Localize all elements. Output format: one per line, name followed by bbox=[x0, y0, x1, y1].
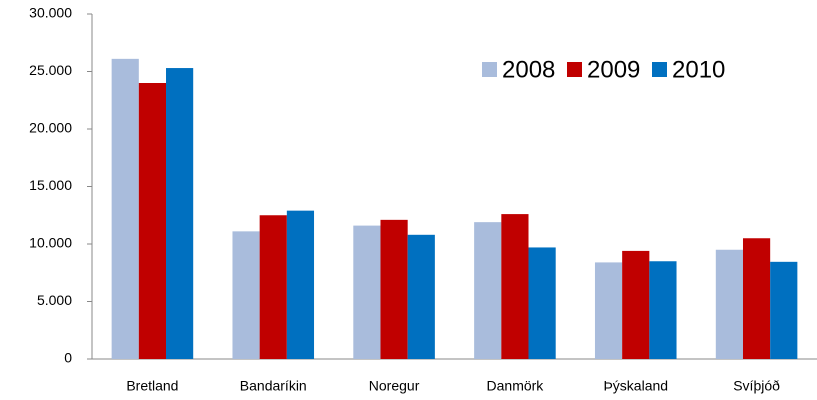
bar bbox=[474, 222, 502, 359]
bar bbox=[353, 225, 381, 359]
bar bbox=[770, 261, 798, 359]
bar bbox=[111, 58, 139, 359]
bar bbox=[622, 250, 650, 359]
y-tick-label: 0 bbox=[64, 350, 72, 366]
bar bbox=[649, 261, 677, 359]
bar bbox=[528, 247, 556, 359]
y-tick-label: 15.000 bbox=[29, 177, 72, 193]
bar bbox=[715, 249, 743, 359]
bar bbox=[259, 215, 287, 359]
y-tick-label: 30.000 bbox=[29, 5, 72, 21]
bar bbox=[166, 68, 194, 360]
bar bbox=[407, 234, 435, 359]
legend-label: 2010 bbox=[672, 56, 725, 83]
y-tick-label: 5.000 bbox=[37, 292, 72, 308]
bar bbox=[501, 214, 529, 359]
legend-swatch bbox=[482, 62, 497, 77]
legend-swatch bbox=[567, 62, 582, 77]
y-tick-label: 20.000 bbox=[29, 120, 72, 136]
bar bbox=[742, 238, 771, 359]
x-tick-label: Noregur bbox=[369, 378, 420, 394]
y-tick-label: 10.000 bbox=[29, 235, 72, 251]
bar bbox=[594, 262, 623, 359]
x-tick-label: Danmörk bbox=[487, 378, 545, 394]
bar bbox=[232, 231, 260, 359]
legend-label: 2008 bbox=[502, 56, 555, 83]
bar bbox=[380, 219, 408, 359]
x-tick-label: Bretland bbox=[126, 378, 178, 394]
legend-swatch bbox=[652, 62, 667, 77]
y-tick-label: 25.000 bbox=[29, 62, 72, 78]
x-tick-label: Svíþjóð bbox=[733, 378, 780, 394]
x-tick-label: Bandaríkin bbox=[240, 378, 307, 394]
bar bbox=[286, 210, 315, 359]
legend-label: 2009 bbox=[587, 56, 640, 83]
bar bbox=[138, 83, 167, 359]
x-tick-label: Þýskaland bbox=[603, 378, 668, 394]
